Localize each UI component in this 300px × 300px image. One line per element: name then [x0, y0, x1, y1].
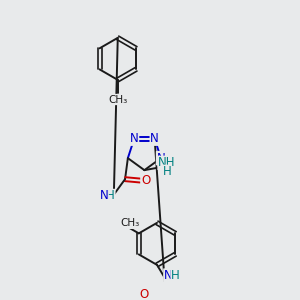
Text: CH₃: CH₃: [120, 218, 139, 228]
Text: N: N: [157, 152, 165, 165]
Text: O: O: [141, 174, 150, 187]
Text: N: N: [150, 132, 159, 145]
Text: H: H: [106, 190, 115, 202]
Text: N: N: [130, 132, 139, 145]
Text: H: H: [171, 269, 180, 282]
Text: NH: NH: [158, 156, 175, 170]
Text: N: N: [164, 269, 172, 282]
Text: H: H: [162, 165, 171, 178]
Text: CH₃: CH₃: [108, 94, 128, 104]
Text: O: O: [139, 288, 148, 300]
Text: N: N: [99, 190, 108, 202]
